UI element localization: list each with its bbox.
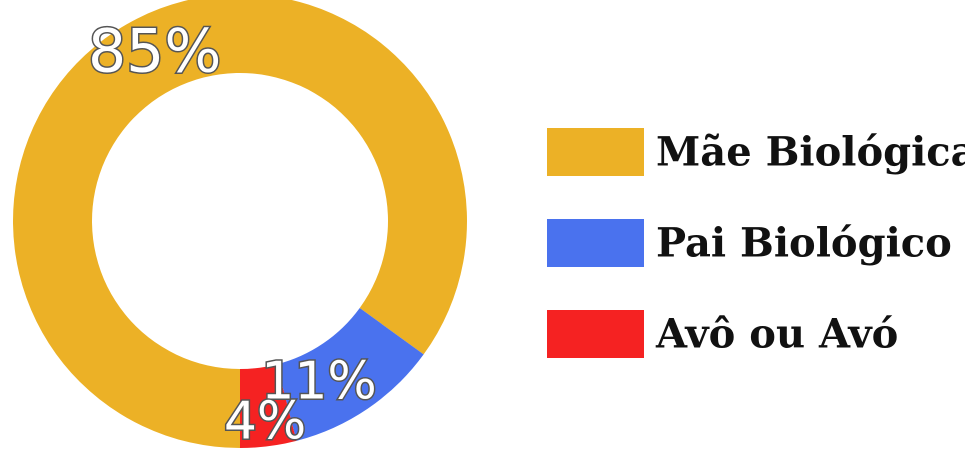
slice-avo-ou-avo: [240, 364, 297, 448]
legend-label-pai-biologico: Pai Biológico: [656, 220, 952, 267]
legend-swatch-pai-biologico: [547, 219, 644, 267]
slice-mae-biologica: [13, 0, 467, 448]
slice-label-pai-biologico: 11%: [261, 351, 377, 411]
donut-slices: [13, 0, 467, 448]
legend: Mãe Biológica Pai Biológico Avô ou Avó: [547, 128, 965, 358]
legend-swatch-avo-ou-avo: [547, 310, 644, 358]
legend-label-mae-biologica: Mãe Biológica: [656, 129, 965, 176]
slice-pai-biologico: [276, 307, 424, 441]
legend-swatch-mae-biologica: [547, 128, 644, 176]
slice-label-avo-ou-avo: 4%: [224, 391, 307, 451]
legend-label-avo-ou-avo: Avô ou Avó: [655, 311, 898, 358]
slice-label-mae-biologica: 85%: [88, 16, 221, 86]
slice-labels: 85% 11%4%: [86, 15, 378, 453]
